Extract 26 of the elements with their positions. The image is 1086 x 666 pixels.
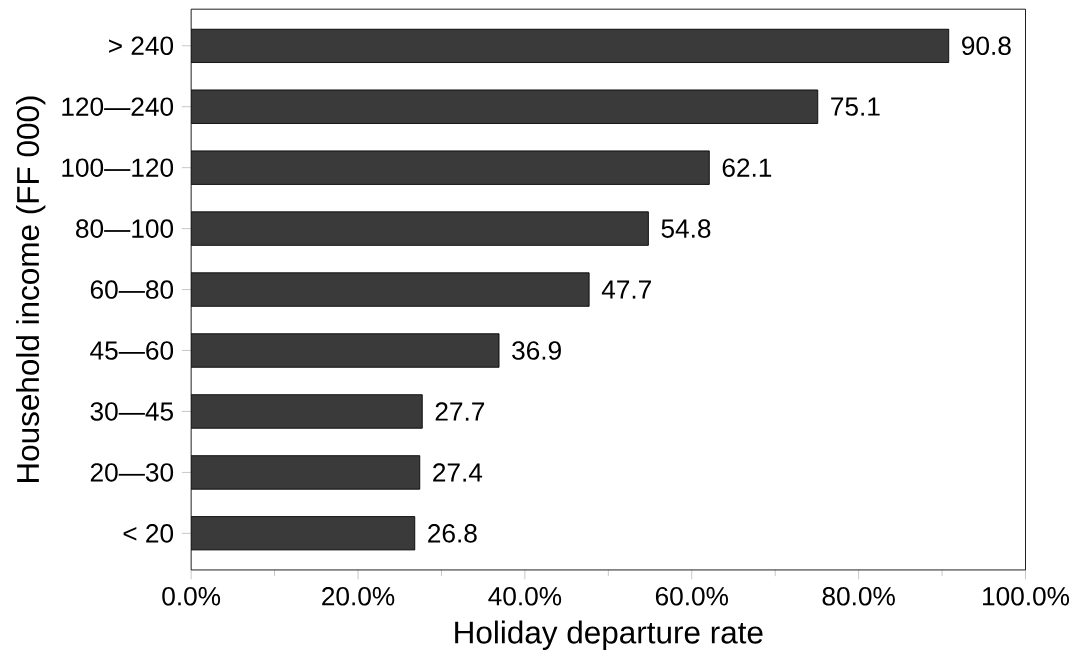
- y-tick-label: 30—45: [90, 402, 173, 421]
- y-tick-label: > 240: [109, 36, 174, 56]
- data-label: 27.4: [433, 463, 483, 482]
- x-axis-title: Holiday departure rate: [455, 620, 763, 650]
- x-tick-label: 20.0%: [322, 587, 395, 606]
- data-label: 75.1: [831, 97, 880, 116]
- data-label: 47.7: [601, 280, 651, 299]
- y-tick-label: < 20: [123, 524, 174, 543]
- x-tick-label: 40.0%: [488, 587, 562, 606]
- data-label: 90.8: [962, 36, 1011, 56]
- data-label: 26.8: [428, 524, 477, 543]
- y-tick-label: 80—100: [76, 219, 174, 238]
- x-tick-label: 100.0%: [983, 587, 1070, 606]
- y-tick-label: 60—80: [90, 280, 174, 299]
- data-label: 27.7: [435, 402, 485, 421]
- x-tick-label: 0.0%: [162, 587, 221, 606]
- y-axis-title: Household income (FF 000): [16, 96, 46, 483]
- y-tick-label: 120—240: [62, 97, 174, 117]
- data-label: 54.8: [661, 219, 711, 238]
- y-tick-label: 20—30: [90, 463, 174, 482]
- data-label: 62.1: [722, 158, 772, 177]
- x-tick-label: 60.0%: [655, 587, 728, 606]
- x-tick-label: 80.0%: [822, 587, 895, 606]
- data-label: 36.9: [512, 341, 561, 360]
- y-tick-label: 45—60: [90, 341, 174, 360]
- y-tick-label: 100—120: [62, 158, 174, 177]
